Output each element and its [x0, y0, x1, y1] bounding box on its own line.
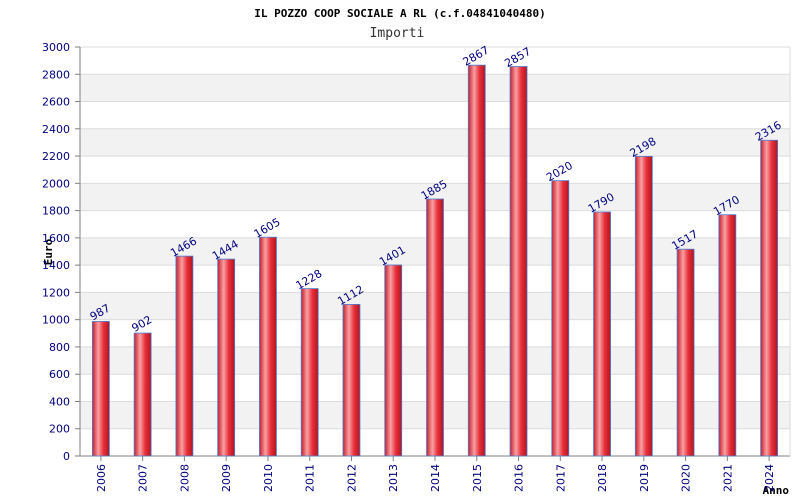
- grid-band: [80, 74, 790, 102]
- y-tick-label: 400: [49, 395, 70, 408]
- y-tick-label: 2000: [42, 177, 70, 190]
- bar: [467, 64, 486, 457]
- x-tick-label: 2016: [513, 464, 526, 492]
- x-axis-label: Anno: [763, 484, 790, 497]
- bar: [509, 66, 528, 457]
- y-axis-label: Euro: [42, 238, 55, 265]
- bar: [175, 255, 194, 457]
- x-tick-label: 2011: [304, 464, 317, 492]
- bar: [634, 155, 653, 457]
- y-tick-label: 1000: [42, 314, 70, 327]
- x-tick-label: 2018: [596, 464, 609, 492]
- chart-subtitle: Importi: [370, 26, 425, 41]
- y-tick-label: 1800: [42, 205, 70, 218]
- x-tick-label: 2006: [95, 464, 108, 492]
- bar: [718, 214, 737, 457]
- y-tick-label: 2800: [42, 68, 70, 81]
- x-tick-label: 2021: [721, 464, 734, 492]
- x-tick-label: 2024: [763, 464, 776, 492]
- y-tick-label: 0: [63, 450, 70, 463]
- y-tick-label: 2400: [42, 123, 70, 136]
- bar: [342, 303, 361, 457]
- y-tick-label: 2600: [42, 96, 70, 109]
- bar: [91, 321, 110, 457]
- bar: [133, 332, 152, 457]
- x-tick-label: 2013: [387, 464, 400, 492]
- x-tick-label: 2009: [220, 464, 233, 492]
- bar: [217, 258, 236, 457]
- bar: [384, 264, 403, 457]
- x-tick-label: 2007: [137, 464, 150, 492]
- bar: [551, 180, 570, 457]
- x-tick-label: 2008: [178, 464, 191, 492]
- x-tick-label: 2017: [554, 464, 567, 492]
- bar: [676, 248, 695, 457]
- bar: [760, 139, 779, 457]
- y-tick-label: 1600: [42, 232, 70, 245]
- bar: [259, 236, 277, 457]
- y-tick-label: 1400: [42, 259, 70, 272]
- y-tick-label: 2200: [42, 150, 70, 163]
- x-tick-label: 2020: [680, 464, 693, 492]
- plot-area: 0 200 400 600 800 1000 1200 1400 1600 1800 2000 220…: [42, 41, 791, 492]
- x-tick-label: 2010: [262, 464, 275, 492]
- y-tick-label: 600: [49, 368, 70, 381]
- bar: [426, 198, 444, 457]
- grid-band: [80, 128, 790, 157]
- x-tick-label: 2012: [345, 464, 358, 492]
- y-tick-label: 200: [49, 423, 70, 436]
- y-tick-label: 3000: [42, 41, 70, 54]
- x-tick-label: 2019: [638, 464, 651, 492]
- y-tick-label: 800: [49, 341, 70, 354]
- bar: [593, 211, 611, 457]
- x-tick-label: 2014: [429, 464, 442, 492]
- x-tick-label: 2015: [471, 464, 484, 492]
- bar: [300, 288, 319, 457]
- chart-title: IL POZZO COOP SOCIALE A RL (c.f.04841040…: [254, 7, 545, 20]
- y-tick-label: 1200: [42, 286, 70, 299]
